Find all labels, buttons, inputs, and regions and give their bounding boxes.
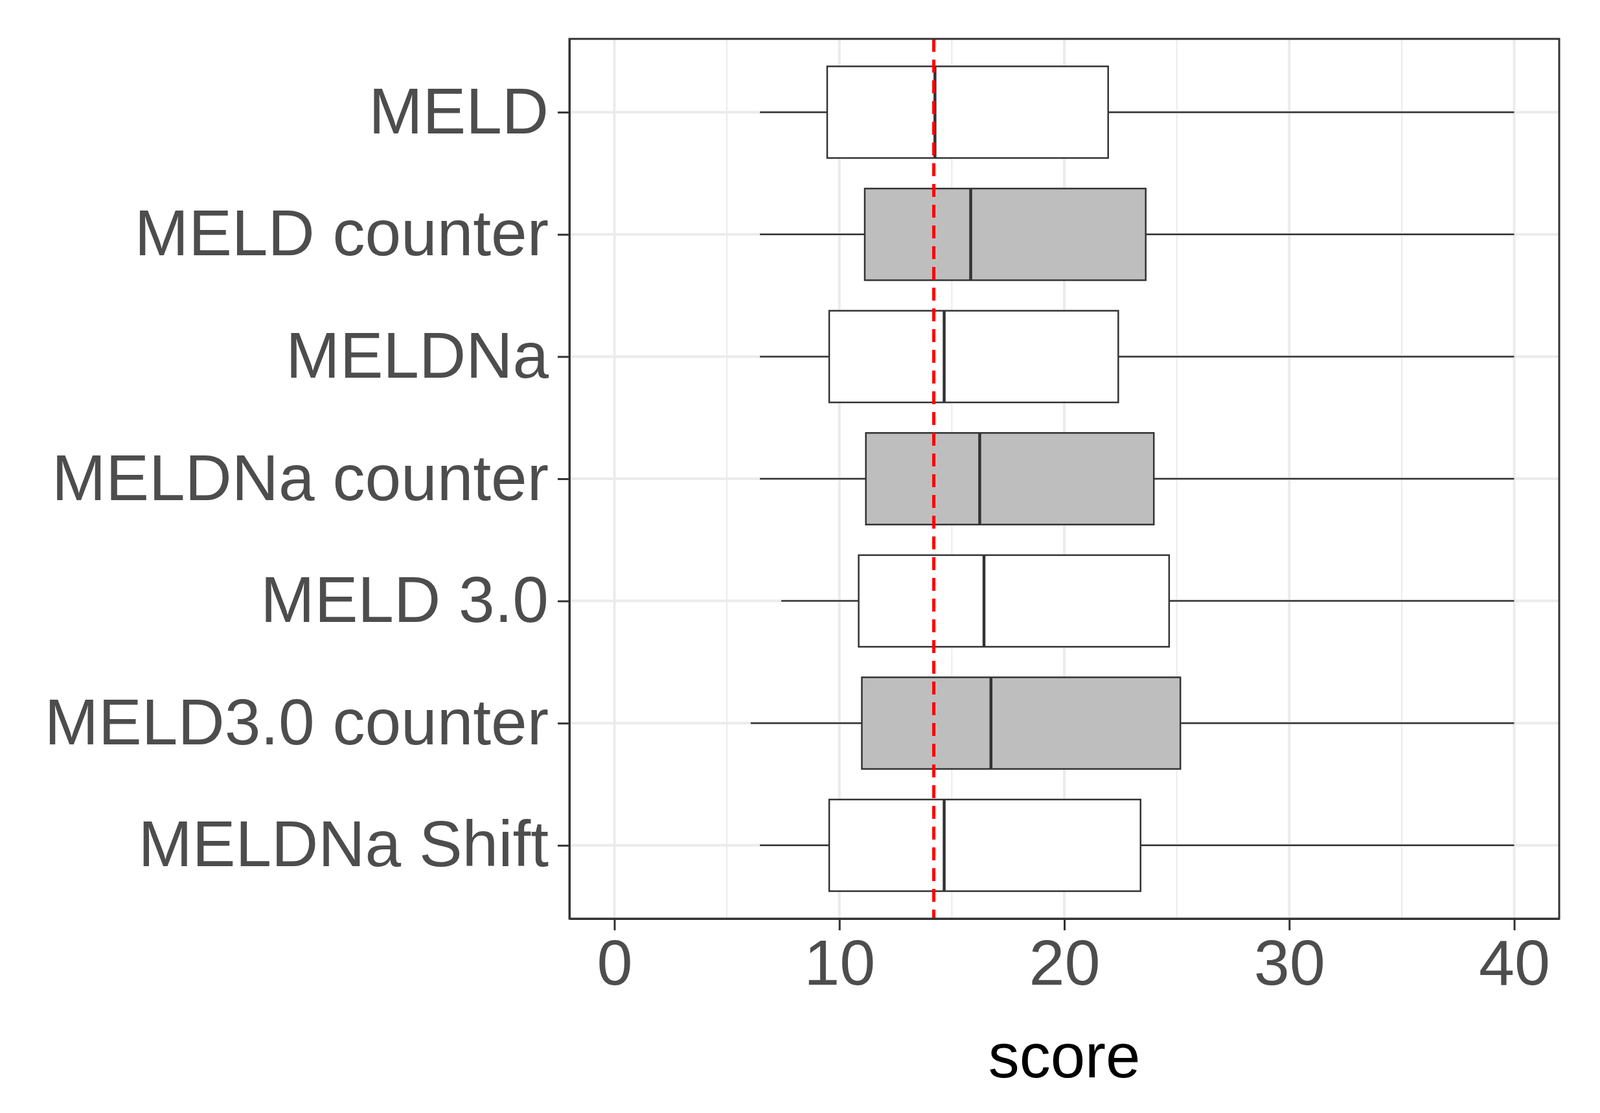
box-body — [829, 310, 1119, 403]
whisker-high — [1140, 844, 1515, 847]
y-tick: MELDNa — [285, 318, 570, 392]
median — [989, 676, 994, 769]
reference-line — [932, 38, 936, 919]
box — [781, 555, 1514, 647]
y-tick-mark — [557, 355, 570, 358]
x-tick: 30 — [1254, 918, 1326, 999]
whisker-low — [759, 233, 865, 236]
whisker-low — [759, 844, 830, 847]
whisker-high — [1153, 478, 1514, 480]
whisker-high — [1180, 722, 1514, 725]
whisker-low — [759, 355, 830, 358]
x-tick: 10 — [803, 918, 876, 999]
box-body — [858, 555, 1170, 647]
y-tick: MELD 3.0 — [260, 562, 570, 636]
x-tick-label: 10 — [803, 926, 876, 999]
x-tick: 0 — [596, 918, 633, 999]
median — [978, 432, 982, 525]
box-body — [866, 432, 1155, 525]
box — [759, 432, 1514, 525]
y-tick-label: MELD 3.0 — [260, 562, 549, 636]
y-tick-mark — [557, 722, 570, 725]
y-tick-label: MELD3.0 counter — [44, 685, 549, 758]
median — [982, 555, 986, 647]
plot: 0 10 20 30 40 MELD MELD counter MELDNa MELDNa co… — [44, 38, 1560, 999]
x-tick-label: 20 — [1028, 926, 1100, 999]
grid — [569, 38, 1560, 919]
box — [750, 676, 1515, 769]
y-tick-mark — [557, 111, 570, 114]
chart: 0 10 20 30 40 MELD MELD counter MELDNa MELDNa co… — [0, 0, 1600, 1113]
box-body — [829, 799, 1141, 891]
y-tick-label: MELD counter — [134, 196, 549, 269]
plot-frame — [569, 38, 1560, 919]
box — [759, 799, 1514, 891]
whisker-high — [1108, 111, 1515, 114]
median — [969, 188, 973, 280]
y-tick: MELDNa counter — [51, 441, 570, 514]
box-body — [827, 66, 1109, 158]
marks — [750, 38, 1515, 919]
x-tick-label: 30 — [1254, 926, 1326, 999]
y-tick-label: MELDNa — [285, 318, 549, 392]
y-tick-mark — [557, 233, 570, 236]
x-tick: 40 — [1478, 918, 1551, 999]
whisker-low — [750, 722, 863, 725]
whisker-high — [1169, 599, 1515, 602]
whisker-high — [1145, 233, 1515, 236]
x-tick: 20 — [1028, 918, 1100, 999]
box — [759, 188, 1514, 280]
x-tick-label: 40 — [1478, 926, 1551, 999]
y-tick-mark — [557, 478, 570, 480]
box-body — [864, 188, 1146, 280]
box — [759, 310, 1514, 403]
y-tick-label: MELD — [368, 74, 549, 148]
y-tick-mark — [557, 600, 570, 603]
y-tick-label: MELDNa counter — [51, 441, 549, 514]
box-body — [861, 676, 1181, 769]
median — [942, 799, 946, 891]
y-tick: MELDNa Shift — [137, 807, 570, 880]
y-tick-label: MELDNa Shift — [137, 807, 549, 880]
box — [759, 66, 1514, 158]
y-axis: MELD MELD counter MELDNa MELDNa counter MELD… — [44, 39, 571, 920]
x-tick-label: 0 — [596, 926, 633, 999]
whisker-low — [781, 599, 859, 602]
x-axis: 0 10 20 30 40 — [570, 918, 1560, 999]
y-tick: MELD counter — [134, 196, 570, 269]
y-tick: MELD — [368, 74, 570, 148]
median — [942, 310, 946, 403]
whisker-low — [759, 478, 867, 480]
whisker-low — [759, 111, 828, 114]
whisker-high — [1118, 355, 1514, 358]
y-tick: MELD3.0 counter — [44, 685, 570, 758]
x-axis-title: score — [988, 1020, 1141, 1091]
y-tick-mark — [557, 844, 570, 847]
